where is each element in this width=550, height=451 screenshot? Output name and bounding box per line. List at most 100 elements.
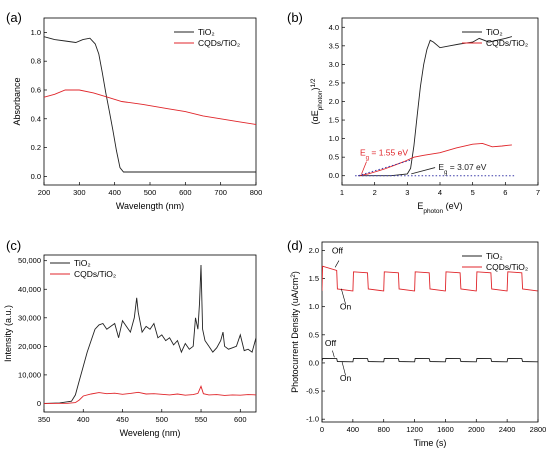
x-tick-label: 1600 [437, 425, 454, 434]
series-line-1 [44, 385, 256, 404]
x-tick-label: 500 [156, 415, 169, 424]
y-tick-label: 4.0 [329, 23, 339, 32]
y-tick-label: 0.2 [31, 143, 41, 152]
y-tick-label: 2.0 [309, 246, 319, 255]
x-tick-label: 800 [250, 188, 263, 197]
legend-label: TiO₂ [198, 27, 215, 37]
series-line-1 [44, 89, 256, 125]
y-axis-label: Absorbance [12, 77, 22, 125]
legend-label: CQDs/TiO₂ [74, 269, 116, 279]
x-tick-label: 400 [77, 415, 90, 424]
legend-label: TiO₂ [74, 258, 91, 268]
chart-panel-0: (a) 200 300 400 500 600 700 800 0.0 0.2 0.4 0.6 0.8 1… [6, 10, 262, 211]
x-tick-label: 400 [347, 425, 360, 434]
x-tick-label: 4 [438, 188, 442, 197]
x-tick-label: 700 [214, 188, 227, 197]
x-tick-label: 800 [377, 425, 390, 434]
annotation-arrow [340, 288, 346, 304]
x-axis-label: Wavelength (nm) [116, 201, 184, 211]
arrow-1-55 [361, 161, 367, 175]
x-tick-label: 600 [234, 415, 247, 424]
chart-panel-2: (c) 350 400 450 500 550 600 0 10,000 20,000 30,000… [3, 238, 257, 438]
y-tick-label: 30,000 [18, 313, 41, 322]
y-tick-label: 0.8 [31, 57, 41, 66]
x-tick-label: 2 [373, 188, 377, 197]
y-tick-label: 3.0 [329, 60, 339, 69]
chart-panel-1: (b) 1 2 3 4 5 6 7 0.0 0.5 1.0 1.5 2.0 2.5 3.0 3.5 4.0 Eph… [287, 10, 540, 215]
y-tick-label: 1.0 [329, 134, 339, 143]
arrow-3-07 [411, 167, 436, 175]
annotation: On [340, 373, 352, 383]
x-tick-label: 350 [38, 415, 51, 424]
y-tick-label: 50,000 [18, 256, 41, 265]
x-tick-label: 7 [536, 188, 540, 197]
y-tick-label: 0.0 [329, 171, 339, 180]
y-axis-label: Intensity (a.u.) [3, 305, 13, 362]
x-tick-label: 2000 [468, 425, 485, 434]
series-line-0 [358, 36, 513, 177]
y-tick-label: 10,000 [18, 370, 41, 379]
panel-label: (c) [6, 238, 21, 253]
y-tick-label: 3.5 [329, 41, 339, 50]
x-tick-label: 600 [179, 188, 192, 197]
annotation-arrow [332, 350, 335, 358]
y-tick-label: 0.0 [309, 358, 319, 367]
x-tick-label: 0 [320, 425, 324, 434]
annotation: Eg = 1.55 eV [360, 147, 408, 161]
x-axis-label: Time (s) [414, 438, 447, 448]
annotation-arrow [341, 361, 346, 376]
panel-label: (b) [287, 10, 303, 25]
annotation: On [340, 302, 352, 312]
y-tick-label: 40,000 [18, 285, 41, 294]
x-tick-label: 200 [38, 188, 51, 197]
y-tick-label: 1.5 [309, 274, 319, 283]
annotation-arrow [334, 260, 340, 268]
y-tick-label: 20,000 [18, 342, 41, 351]
y-tick-label: -1.0 [306, 415, 319, 424]
panel-label: (d) [287, 238, 303, 253]
series-line-1 [322, 265, 538, 292]
x-axis-label: Weveleng (nm) [120, 428, 181, 438]
annotation: Off [325, 338, 337, 348]
y-tick-label: 1.0 [31, 28, 41, 37]
x-tick-label: 3 [405, 188, 409, 197]
panel-label: (a) [6, 10, 22, 25]
annotation: Off [332, 245, 344, 255]
legend-label: TiO₂ [486, 251, 503, 261]
y-tick-label: -0.5 [306, 387, 319, 396]
y-tick-label: 0.6 [31, 85, 41, 94]
series-line-0 [44, 264, 256, 404]
x-tick-label: 2800 [530, 425, 547, 434]
y-tick-label: 1.0 [309, 302, 319, 311]
y-tick-label: 2.0 [329, 97, 339, 106]
x-tick-label: 450 [116, 415, 129, 424]
x-tick-label: 550 [195, 415, 208, 424]
y-tick-label: 0.0 [31, 172, 41, 181]
x-tick-label: 5 [471, 188, 475, 197]
x-tick-label: 1200 [406, 425, 423, 434]
x-axis-label: Ephoton (eV) [417, 201, 462, 215]
series-line-1 [358, 142, 512, 177]
chart-panel-3: (d) 0 400 800 1200 1600 2000 2400 2800 -1.0 -0.5 0.… [287, 238, 546, 448]
x-tick-label: 300 [73, 188, 86, 197]
y-tick-label: 0 [37, 399, 41, 408]
y-tick-label: 1.5 [329, 116, 339, 125]
x-tick-label: 400 [108, 188, 121, 197]
y-axis-label: Photocurrent Density (uA/cm2) [290, 271, 301, 393]
y-tick-label: 0.5 [329, 153, 339, 162]
annotation: Eg = 3.07 eV [438, 162, 486, 176]
plot-frame [43, 254, 257, 413]
y-axis-label: (αEphoton)1/2 [310, 78, 324, 124]
legend-label: TiO₂ [486, 27, 503, 37]
plot-frame [321, 241, 539, 423]
legend-label: CQDs/TiO₂ [198, 38, 240, 48]
y-tick-label: 0.4 [31, 114, 41, 123]
y-tick-label: 0.5 [309, 330, 319, 339]
series-line-0 [322, 357, 538, 363]
x-tick-label: 500 [144, 188, 157, 197]
x-tick-label: 6 [503, 188, 507, 197]
x-tick-label: 2400 [499, 425, 516, 434]
x-tick-label: 1 [340, 188, 344, 197]
y-tick-label: 2.5 [329, 78, 339, 87]
